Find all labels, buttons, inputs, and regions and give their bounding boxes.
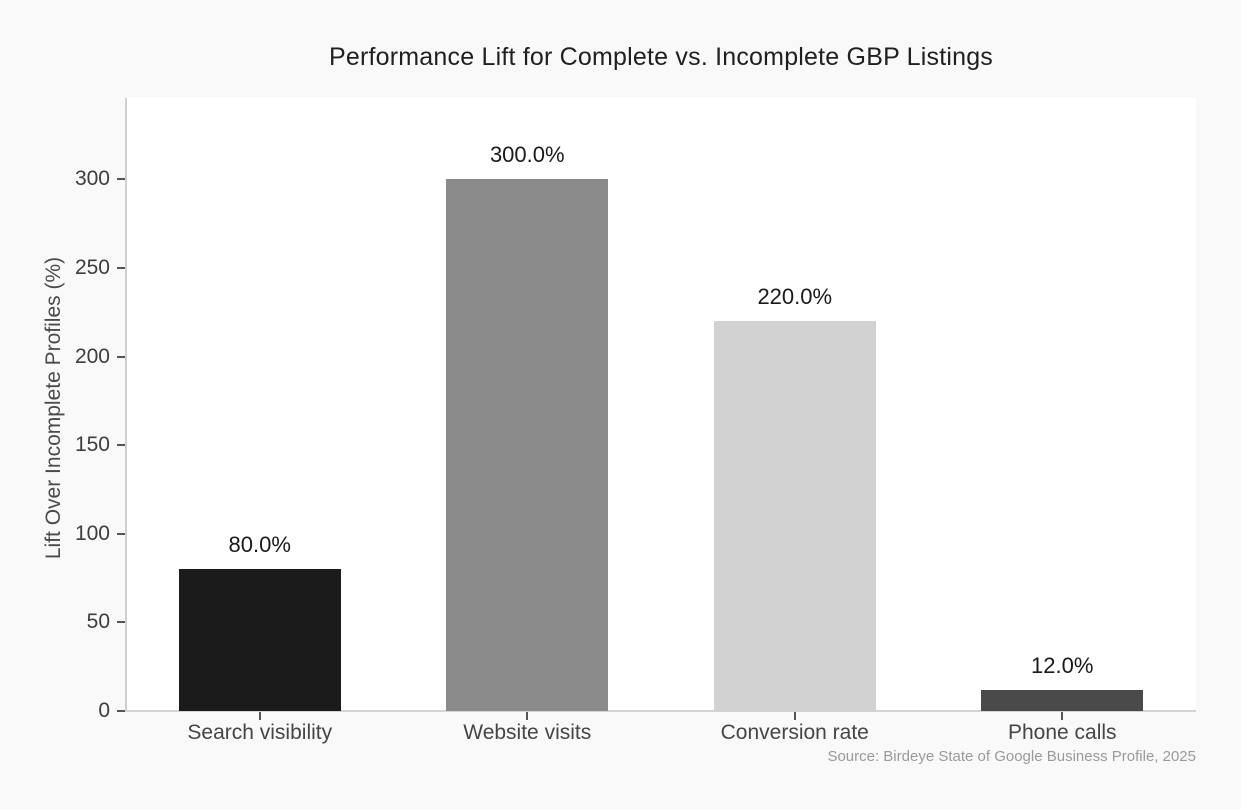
- bar-phone-calls: [981, 689, 1144, 711]
- y-tick-label: 100: [74, 521, 110, 545]
- y-tick-mark: [117, 621, 125, 624]
- bar-search-visibility: [178, 569, 341, 711]
- y-tick-label: 300: [74, 167, 110, 191]
- x-tick-mark: [258, 712, 261, 720]
- y-tick-label: 200: [74, 344, 110, 368]
- x-axis-line: [125, 710, 1196, 712]
- bar-value-label: 80.0%: [228, 532, 291, 558]
- bar-value-label: 220.0%: [757, 284, 833, 310]
- bar-website-visits: [446, 179, 609, 711]
- y-tick-mark: [117, 532, 125, 535]
- x-tick-mark: [526, 712, 529, 720]
- y-tick-mark: [117, 444, 125, 447]
- x-tick-label: Conversion rate: [720, 721, 869, 744]
- y-tick-mark: [117, 267, 125, 270]
- bar-value-label: 12.0%: [1031, 652, 1094, 678]
- y-tick-label: 0: [98, 699, 110, 722]
- y-tick-mark: [117, 178, 125, 181]
- chart-title: Performance Lift for Complete vs. Incomp…: [329, 43, 993, 71]
- bar-value-label: 300.0%: [489, 142, 565, 168]
- source-note: Source: Birdeye State of Google Business…: [827, 748, 1196, 765]
- y-axis-title: Lift Over Incomplete Profiles (%): [42, 256, 65, 560]
- y-tick-label: 250: [74, 256, 110, 280]
- x-tick-label: Website visits: [463, 721, 592, 744]
- y-tick-mark: [117, 710, 125, 712]
- y-tick-mark: [117, 355, 125, 358]
- x-tick-mark: [793, 712, 796, 720]
- y-axis-line: [125, 98, 127, 712]
- y-tick-label: 50: [86, 610, 110, 634]
- x-tick-label: Phone calls: [1007, 721, 1117, 744]
- bar-conversion-rate: [713, 321, 876, 711]
- x-tick-label: Search visibility: [187, 721, 333, 744]
- y-tick-label: 150: [74, 433, 110, 457]
- x-tick-mark: [1061, 712, 1064, 720]
